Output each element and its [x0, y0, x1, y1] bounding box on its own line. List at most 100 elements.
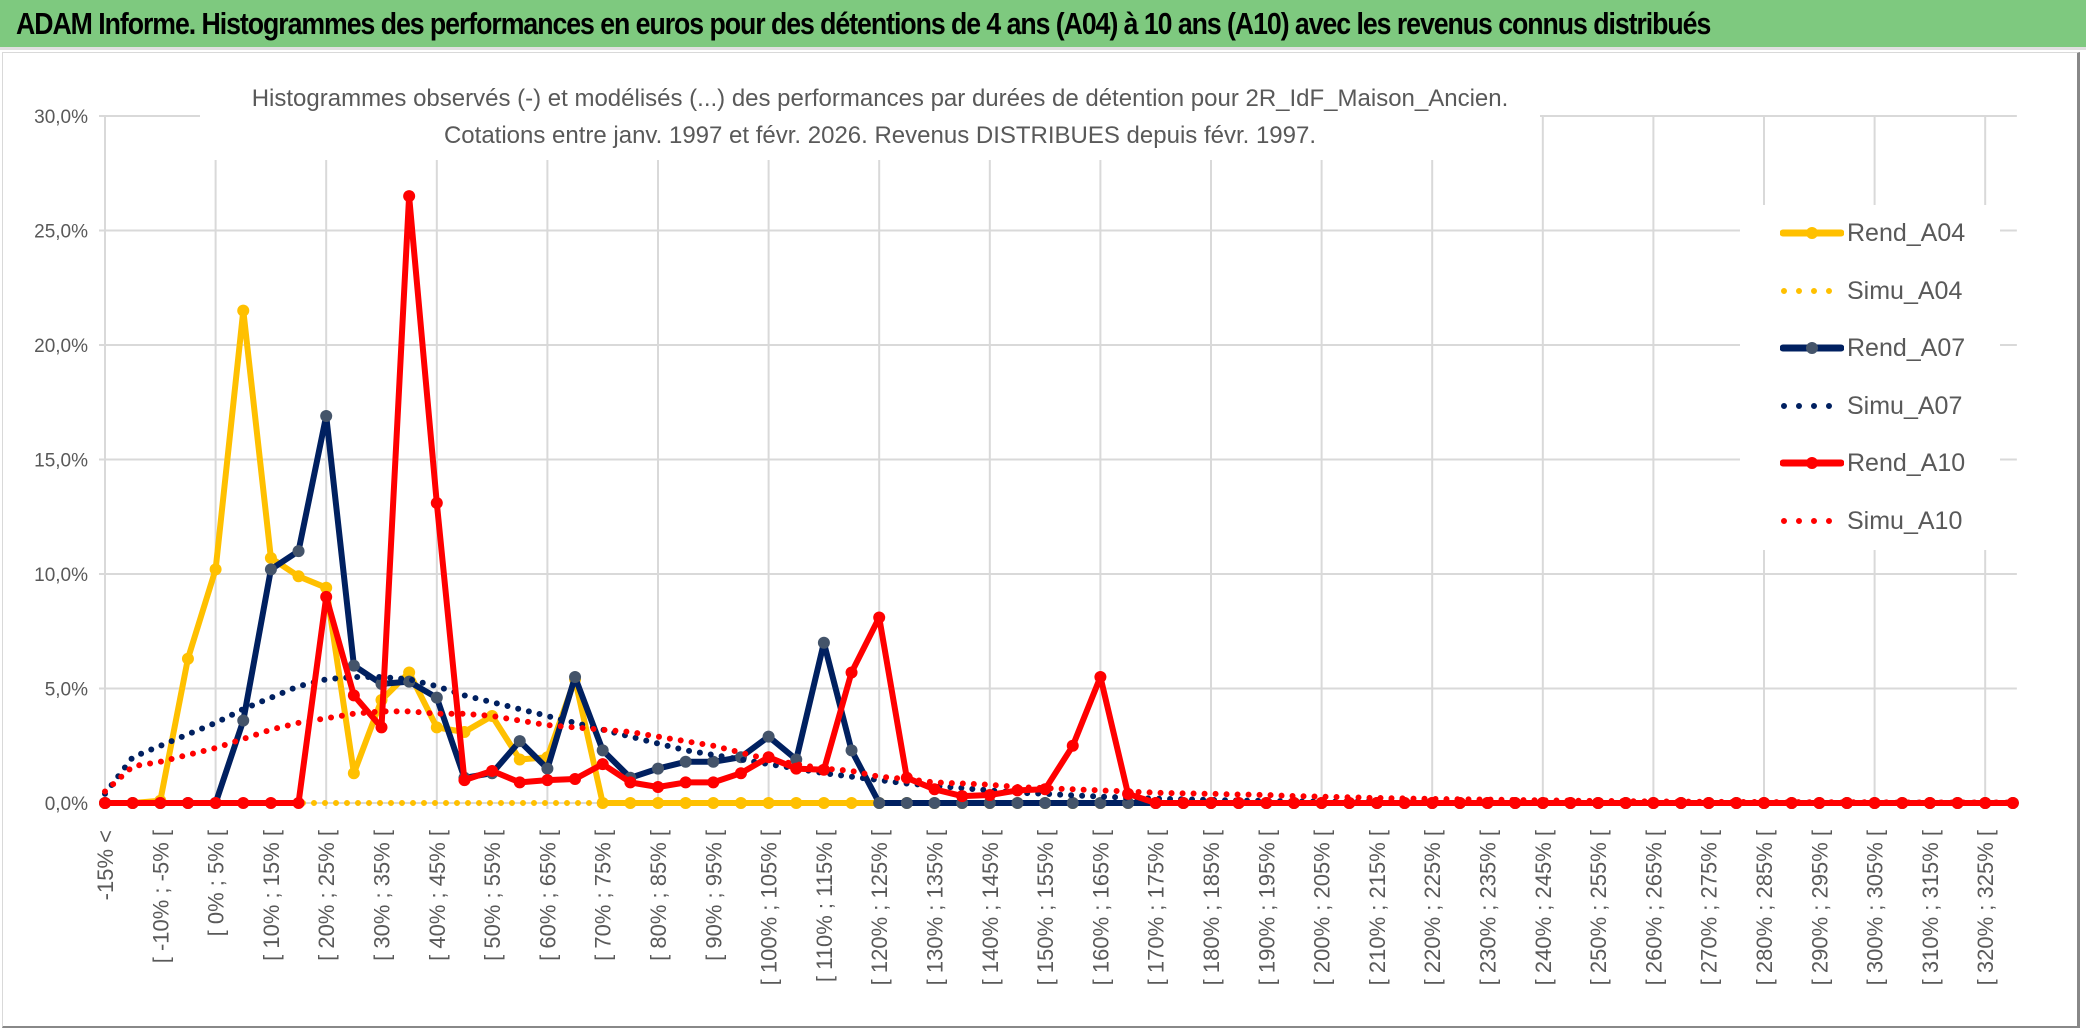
data-point — [403, 190, 416, 203]
series-layer — [99, 190, 2019, 809]
data-point — [569, 772, 582, 785]
series-rend-a04 — [99, 304, 2019, 809]
data-point — [292, 797, 305, 809]
data-point — [430, 497, 443, 510]
data-point — [209, 563, 222, 576]
data-point — [403, 666, 416, 679]
legend-swatch-icon — [1781, 402, 1844, 409]
data-point — [264, 563, 277, 576]
series-simu-a10 — [102, 708, 2016, 806]
y-tick-label: 10,0% — [34, 565, 88, 586]
data-point — [734, 767, 747, 780]
data-point — [1287, 797, 1300, 809]
data-point — [679, 776, 692, 789]
data-point — [1343, 797, 1356, 809]
data-point — [817, 636, 830, 649]
data-point — [956, 790, 969, 803]
data-point — [347, 689, 360, 702]
legend-marker — [1806, 227, 1818, 239]
x-tick-label: [ 290% ; 295% [ — [1807, 830, 1832, 985]
data-point — [845, 666, 858, 679]
data-point — [458, 774, 471, 787]
data-point — [1315, 797, 1328, 809]
x-tick-label: [ -10% ; -5% [ — [148, 830, 173, 963]
x-tick-label: [ 150% ; 155% [ — [1033, 830, 1058, 985]
x-tick-label: [ 200% ; 205% [ — [1310, 830, 1335, 985]
data-point — [928, 783, 941, 796]
data-point — [707, 797, 720, 809]
data-point — [679, 755, 692, 768]
data-point — [181, 797, 194, 809]
data-point — [983, 788, 996, 801]
x-tick-label: [ 170% ; 175% [ — [1144, 830, 1169, 985]
x-tick-label: [ 140% ; 145% [ — [978, 830, 1003, 985]
data-point — [1094, 797, 1107, 809]
data-point — [237, 714, 250, 727]
data-point — [569, 671, 582, 684]
data-point — [347, 659, 360, 672]
x-tick-label: [ 220% ; 225% [ — [1420, 830, 1445, 985]
chart-title-line-1: Histogrammes observés (-) et modélisés (… — [251, 85, 1509, 112]
x-tick-label: [ 0% ; 5% [ — [204, 830, 229, 936]
legend-marker — [1806, 457, 1818, 469]
legend-label: Simu_A04 — [1847, 276, 1963, 305]
legend-label: Simu_A10 — [1847, 506, 1963, 535]
data-point — [264, 797, 277, 809]
data-point — [596, 744, 609, 757]
data-point — [596, 758, 609, 771]
data-point — [513, 776, 526, 789]
x-tick-label: [ 300% ; 305% [ — [1863, 830, 1888, 985]
gridlines — [99, 115, 2017, 809]
x-tick-label: [ 120% ; 125% [ — [867, 830, 892, 985]
report-title: ADAM Informe. Histogrammes des performan… — [16, 6, 1711, 41]
legend-swatch-icon — [1780, 342, 1844, 354]
legend-item: Simu_A04 — [1740, 271, 2000, 311]
y-tick-label: 20,0% — [34, 336, 88, 357]
data-point — [347, 767, 360, 780]
x-tick-label: [ 160% ; 165% [ — [1088, 830, 1113, 985]
data-point — [430, 721, 443, 734]
data-point — [762, 730, 775, 743]
data-point — [320, 409, 333, 422]
y-tick-label: 0,0% — [45, 794, 88, 815]
data-point — [264, 551, 277, 564]
data-point — [486, 764, 499, 777]
data-point — [541, 774, 554, 787]
x-tick-label: [ 240% ; 245% [ — [1531, 830, 1556, 985]
report-header: ADAM Informe. Histogrammes des performan… — [0, 0, 2086, 50]
data-point — [1066, 739, 1079, 752]
data-point — [707, 776, 720, 789]
x-tick-label: [ 10% ; 15% [ — [259, 830, 284, 961]
data-point — [1232, 797, 1245, 809]
series-line — [102, 708, 2016, 806]
chart-title-box — [200, 78, 1540, 160]
legend-marker — [1806, 342, 1818, 354]
data-point — [126, 797, 139, 809]
data-point — [2006, 797, 2019, 809]
data-point — [320, 590, 333, 603]
x-tick-label: [ 50% ; 55% [ — [480, 830, 505, 961]
x-tick-label: [ 230% ; 235% [ — [1476, 830, 1501, 985]
chart-frame — [2, 52, 2080, 1028]
y-tick-label: 30,0% — [34, 107, 88, 128]
x-tick-label: [ 100% ; 105% [ — [757, 830, 782, 985]
x-tick-label: [ 190% ; 195% [ — [1254, 830, 1279, 985]
data-point — [541, 762, 554, 775]
data-point — [181, 652, 194, 665]
x-tick-label: [ 30% ; 35% [ — [370, 830, 395, 961]
x-tick-label: [ 250% ; 255% [ — [1586, 830, 1611, 985]
legend-swatch-icon — [1780, 457, 1844, 469]
data-point — [1094, 671, 1107, 684]
chart-title-line-2: Cotations entre janv. 1997 et févr. 2026… — [443, 122, 1317, 149]
data-point — [292, 545, 305, 558]
data-point — [237, 797, 250, 809]
data-point — [1896, 797, 1909, 809]
data-point — [1177, 797, 1190, 809]
x-tick-label: [ 310% ; 315% [ — [1918, 830, 1943, 985]
x-tick-label: [ 80% ; 85% [ — [646, 830, 671, 961]
legend-item: Simu_A10 — [1740, 501, 2000, 541]
data-point — [873, 611, 886, 624]
data-point — [624, 776, 637, 789]
data-point — [375, 721, 388, 734]
